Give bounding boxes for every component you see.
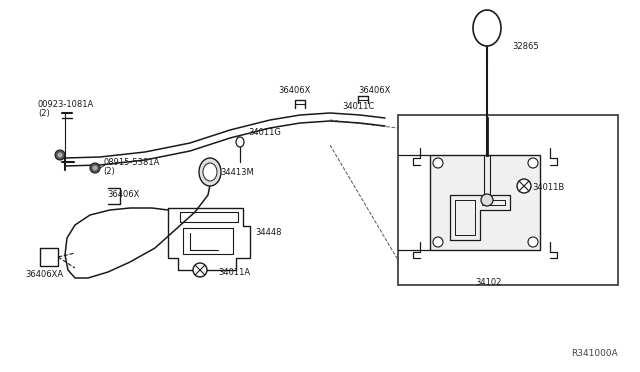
Text: 36406X: 36406X (278, 86, 310, 95)
Text: (2): (2) (103, 167, 115, 176)
FancyBboxPatch shape (430, 155, 540, 250)
Text: 34413M: 34413M (220, 168, 253, 177)
Text: (2): (2) (38, 109, 50, 118)
Text: 32865: 32865 (512, 42, 539, 51)
Text: 36406X: 36406X (358, 86, 390, 95)
Text: 36406XA: 36406XA (25, 270, 63, 279)
Circle shape (93, 166, 97, 170)
Bar (398, 115, 618, 285)
Ellipse shape (199, 158, 221, 186)
Ellipse shape (473, 10, 501, 46)
Circle shape (433, 237, 443, 247)
Ellipse shape (203, 163, 217, 181)
Ellipse shape (236, 137, 244, 147)
Text: 34011A: 34011A (218, 268, 250, 277)
Circle shape (528, 237, 538, 247)
Text: R341000A: R341000A (572, 349, 618, 358)
Circle shape (55, 150, 65, 160)
Circle shape (193, 263, 207, 277)
Circle shape (90, 163, 100, 173)
Circle shape (433, 158, 443, 168)
Text: 34011C: 34011C (342, 102, 374, 111)
Circle shape (58, 153, 63, 157)
Circle shape (528, 158, 538, 168)
Text: 00923-1081A: 00923-1081A (38, 100, 94, 109)
Circle shape (481, 194, 493, 206)
Text: 34011B: 34011B (532, 183, 564, 192)
Text: 34448: 34448 (255, 228, 282, 237)
Text: 34102: 34102 (475, 278, 501, 287)
Circle shape (517, 179, 531, 193)
Text: 34011G: 34011G (248, 128, 281, 137)
Text: 08915-5381A: 08915-5381A (103, 158, 159, 167)
Text: 36406X: 36406X (107, 190, 140, 199)
